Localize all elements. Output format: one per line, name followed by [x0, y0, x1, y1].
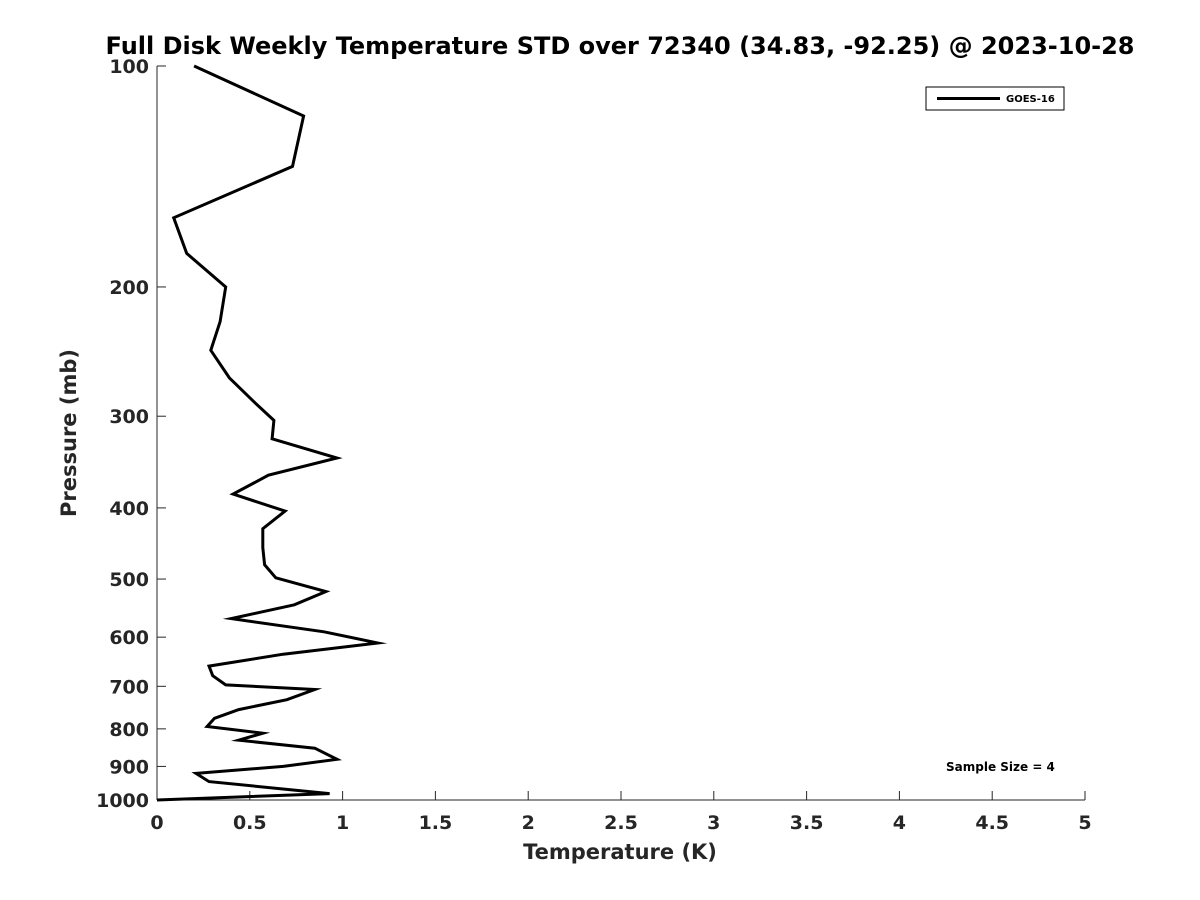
x-tick-label: 0.5 — [233, 812, 267, 834]
sample-size-annotation: Sample Size = 4 — [946, 760, 1055, 774]
series-line-goes-16 — [156, 64, 388, 802]
y-tick-label: 1000 — [96, 790, 149, 812]
y-axis-label: Pressure (mb) — [57, 349, 81, 517]
x-tick-label: 4 — [893, 812, 906, 834]
x-tick-label: 3.5 — [790, 812, 824, 834]
y-tick-label: 400 — [109, 498, 149, 520]
y-tick-label: 100 — [109, 56, 149, 78]
x-tick-label: 1.5 — [419, 812, 453, 834]
y-tick-label: 200 — [109, 277, 149, 299]
x-tick-label: 1 — [336, 812, 349, 834]
y-tick-label: 900 — [109, 756, 149, 778]
x-tick-label: 4.5 — [975, 812, 1009, 834]
y-tick-label: 300 — [109, 406, 149, 428]
x-axis-label: Temperature (K) — [523, 840, 717, 864]
legend: GOES-16 — [925, 86, 1065, 111]
y-tick-label: 700 — [109, 676, 149, 698]
x-tick-label: 2.5 — [604, 812, 638, 834]
plot-area — [156, 64, 388, 802]
x-tick-label: 0 — [150, 812, 163, 834]
x-tick-label: 5 — [1078, 812, 1091, 834]
chart-title: Full Disk Weekly Temperature STD over 72… — [106, 32, 1135, 60]
x-tick-label: 3 — [707, 812, 720, 834]
axis-ticks: 0 0.5 1 1.5 2 2.5 3 3.5 4 4.5 5 100 200 300 400 500 600 7… — [96, 56, 1092, 834]
y-tick-label: 600 — [109, 627, 149, 649]
legend-label-goes-16: GOES-16 — [1006, 94, 1055, 105]
x-tick-label: 2 — [522, 812, 535, 834]
y-tick-label: 800 — [109, 719, 149, 741]
y-tick-label: 500 — [109, 569, 149, 591]
